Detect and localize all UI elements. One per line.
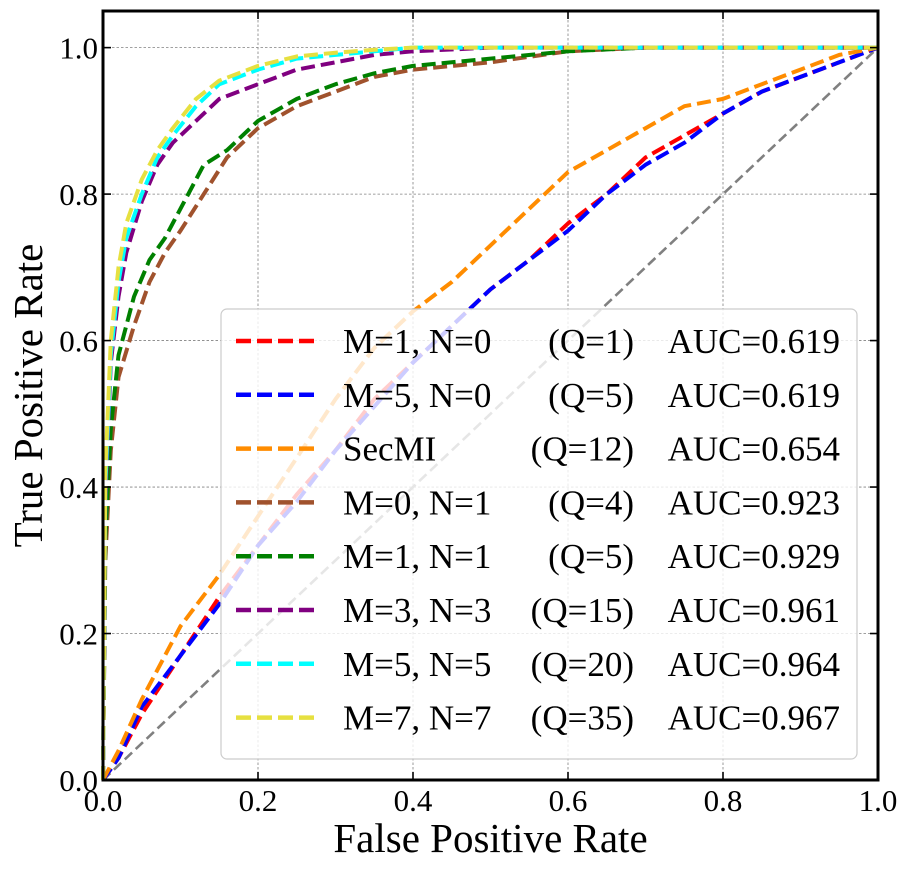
legend-config-2: SecMI — [343, 430, 436, 469]
legend-auc-1: AUC=0.619 — [668, 376, 840, 415]
x-axis-label: False Positive Rate — [333, 815, 647, 861]
x-tick-label-5: 1.0 — [859, 783, 898, 818]
x-tick-label-0: 0.0 — [84, 783, 123, 818]
y-tick-label-1: 0.2 — [59, 617, 98, 652]
legend-query-6: (Q=20) — [531, 645, 634, 684]
legend-query-3: (Q=4) — [548, 483, 634, 522]
legend: M=1, N=0 (Q=1) AUC=0.619 M=5, N=0 (Q=5) AUC=0… — [220, 308, 858, 760]
y-tick-labels: 0.0 0.2 0.4 0.6 0.8 1.0 — [59, 31, 98, 798]
legend-auc-0: AUC=0.619 — [668, 322, 840, 361]
legend-config-7: M=7, N=7 — [343, 699, 491, 738]
x-tick-label-2: 0.4 — [394, 783, 433, 818]
legend-query-4: (Q=5) — [548, 537, 634, 576]
series-layer — [101, 45, 879, 782]
series-line-4 — [101, 45, 878, 781]
y-tick-label-4: 0.8 — [59, 177, 98, 212]
legend-config-3: M=0, N=1 — [343, 483, 491, 522]
legend-auc-5: AUC=0.961 — [668, 591, 840, 630]
legend-config-0: M=1, N=0 — [343, 322, 491, 361]
x-tick-label-3: 0.6 — [549, 783, 588, 818]
legend-query-2: (Q=12) — [531, 430, 634, 469]
y-tick-label-0: 0.0 — [59, 763, 98, 798]
legend-auc-2: AUC=0.654 — [668, 430, 840, 469]
legend-query-0: (Q=1) — [548, 322, 634, 361]
legend-query-1: (Q=5) — [548, 376, 634, 415]
legend-query-7: (Q=35) — [531, 699, 634, 738]
legend-auc-7: AUC=0.967 — [668, 699, 840, 738]
y-tick-label-3: 0.6 — [59, 324, 98, 359]
plot-frame — [101, 9, 880, 782]
legend-auc-6: AUC=0.964 — [668, 645, 840, 684]
y-axis-label: True Positive Rate — [5, 244, 51, 548]
series-line-7 — [101, 45, 878, 781]
x-tick-label-4: 0.8 — [704, 783, 743, 818]
legend-query-5: (Q=15) — [531, 591, 634, 630]
series-line-1 — [101, 45, 879, 782]
y-tick-label-5: 1.0 — [59, 31, 98, 66]
legend-auc-4: AUC=0.929 — [668, 537, 840, 576]
x-tick-label-1: 0.2 — [239, 783, 278, 818]
legend-config-1: M=5, N=0 — [343, 376, 491, 415]
legend-config-5: M=3, N=3 — [343, 591, 491, 630]
x-tick-labels: 0.0 0.2 0.4 0.6 0.8 1.0 — [84, 783, 898, 818]
legend-config-4: M=1, N=1 — [343, 537, 491, 576]
series-line-6 — [101, 45, 878, 781]
legend-auc-3: AUC=0.923 — [668, 483, 840, 522]
legend-box — [220, 308, 858, 760]
series-line-2 — [101, 45, 879, 781]
tick-marks — [102, 11, 879, 781]
y-tick-label-2: 0.4 — [59, 470, 98, 505]
legend-config-6: M=5, N=5 — [343, 645, 491, 684]
